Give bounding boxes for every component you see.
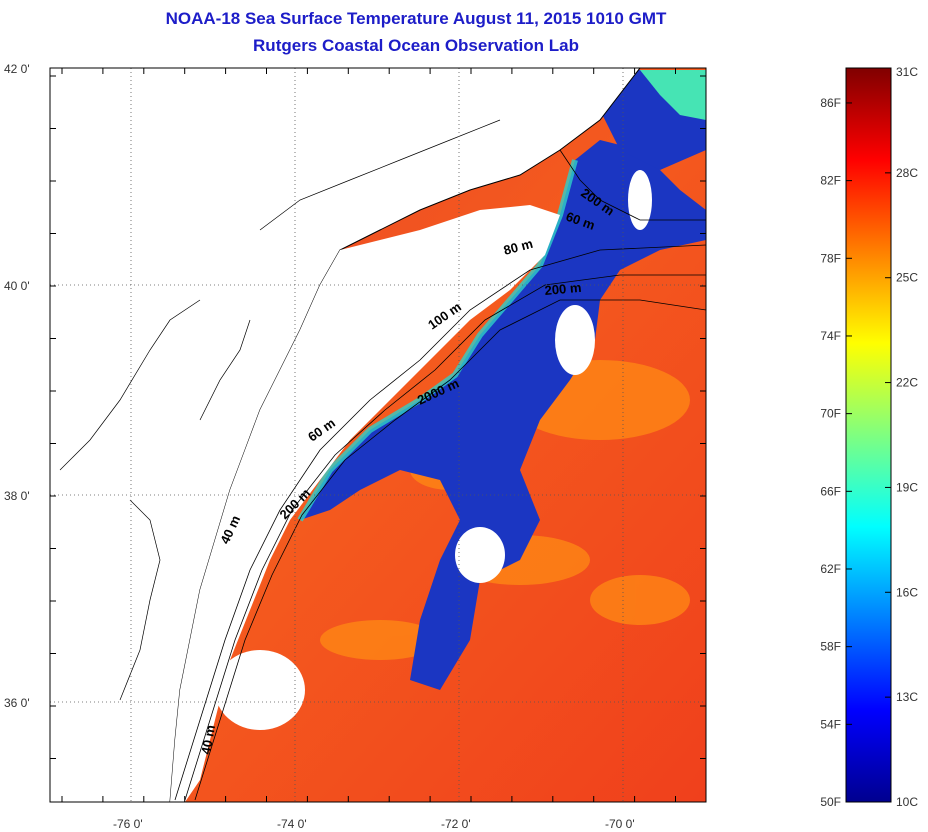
lon-label: -72 0' [441,817,471,831]
cloud-patches [215,170,652,730]
lon-label: -76 0' [113,817,143,831]
lon-label: -70 0' [605,817,635,831]
lat-label: 40 0' [4,279,30,293]
lat-label: 36 0' [4,696,30,710]
lat-label: 38 0' [4,489,30,503]
isobath-contours [174,149,706,801]
isobath-label: 40 m [198,724,218,756]
map-subtitle: Rutgers Coastal Ocean Observation Lab [253,36,579,55]
map-frame [49,67,707,803]
cold-water-region [300,140,706,690]
lon-label: -74 0' [277,817,307,831]
latitude-labels: 42 0' 40 0' 38 0' 36 0' [4,62,30,710]
longitude-labels: -76 0' -74 0' -72 0' -70 0' [113,817,635,831]
lat-label: 42 0' [4,62,30,76]
isobath-label: 200 m [544,280,582,298]
coastline-detail [59,119,501,701]
graticule [50,68,706,802]
map-title: NOAA-18 Sea Surface Temperature August 1… [165,9,667,28]
cool-water-cap [640,70,706,120]
axis-ticks [50,68,706,802]
shelf-cloud-band [170,205,560,802]
isobath-label: 80 m [502,236,535,258]
